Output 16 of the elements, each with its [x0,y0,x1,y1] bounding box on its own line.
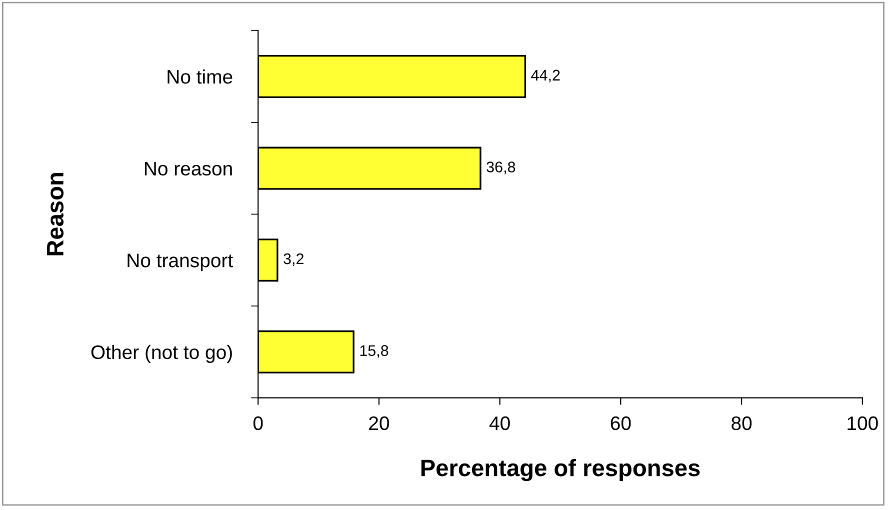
x-tick-label: 80 [732,416,752,430]
y-tick-label: Other (not to go) [91,344,232,363]
y-axis-title: Reason [47,173,64,256]
data-label: 44,2 [531,70,560,82]
x-tick-label: 60 [610,416,631,430]
data-label: 15,8 [360,345,388,358]
x-tick-label: 40 [489,416,510,430]
y-tick-label: No reason [144,162,232,176]
x-tick-label: 100 [848,416,878,430]
y-tick-label: No time [168,69,232,84]
data-label: 3,2 [284,253,304,266]
x-axis-title: Percentage of responses [421,458,700,482]
y-tick-label: No transport [128,254,233,272]
data-label: 36,8 [486,162,516,174]
x-tick-label: 0 [253,416,263,430]
x-tick-label: 20 [369,416,390,430]
